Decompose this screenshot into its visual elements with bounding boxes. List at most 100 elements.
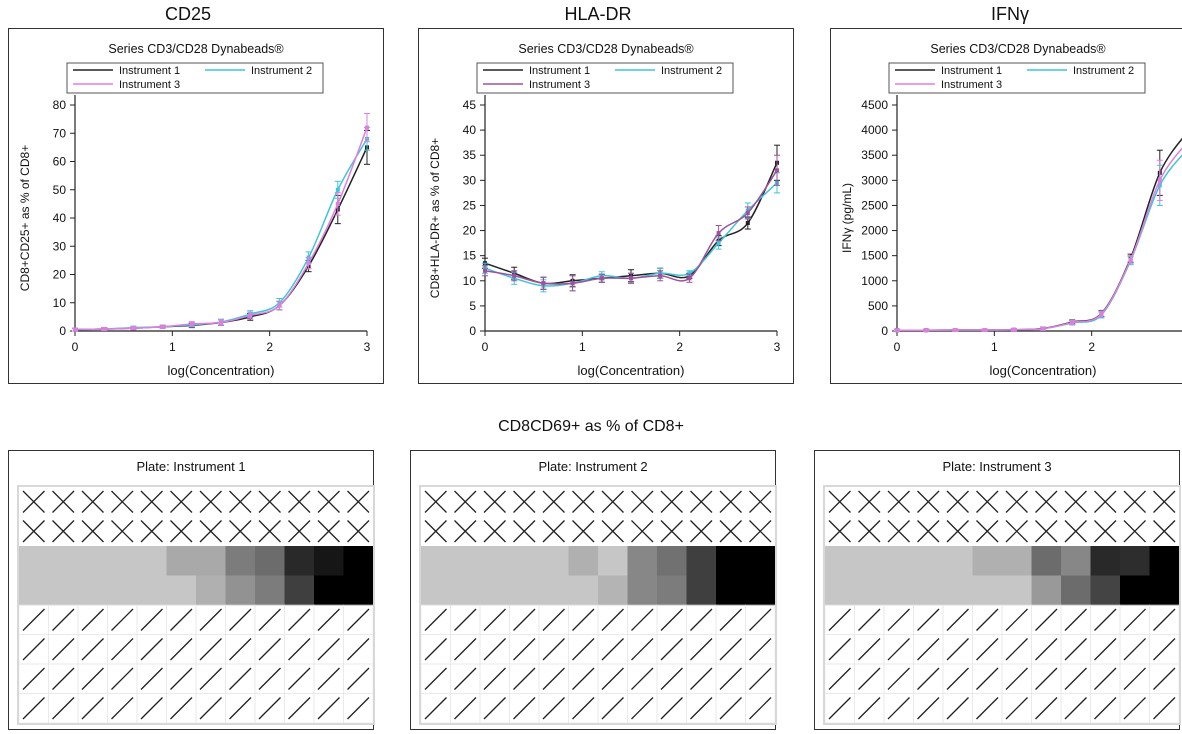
- well-slash-mark: [597, 604, 628, 635]
- well-cell: [450, 546, 481, 576]
- data-point: [189, 321, 194, 326]
- data-point: [512, 273, 517, 278]
- well-cell: [284, 575, 315, 606]
- well-slash-mark: [1090, 693, 1121, 723]
- well-x-mark: [81, 520, 104, 543]
- chart-svg: Series CD3/CD28 Dynabeads® Instrument 1 In…: [428, 42, 781, 378]
- well-slash-mark: [195, 634, 226, 665]
- data-point: [160, 324, 165, 329]
- data-point: [335, 201, 340, 206]
- well-cell: [1149, 575, 1179, 606]
- x-tick-label: 0: [482, 340, 489, 354]
- plate-grid: [17, 485, 375, 725]
- well-cell: [972, 575, 1003, 606]
- well-x-mark: [749, 490, 772, 513]
- well-x-mark: [140, 490, 163, 513]
- well-slash-mark: [1001, 604, 1032, 635]
- well-slash-mark: [1001, 663, 1032, 694]
- well-slash-mark: [1149, 693, 1179, 723]
- well-x-mark: [454, 520, 477, 543]
- well-slash-mark: [77, 604, 108, 635]
- well-slash-mark: [313, 634, 344, 665]
- well-slash-mark: [107, 663, 138, 694]
- well-slash-mark: [343, 604, 373, 635]
- well-slash-mark: [509, 693, 540, 723]
- well-slash-mark: [568, 663, 599, 694]
- well-x-mark: [483, 490, 506, 513]
- chart-legend: Instrument 1 Instrument 2 Instrument 3: [476, 62, 734, 94]
- well-slash-mark: [313, 663, 344, 694]
- y-tick-label: 30: [463, 173, 477, 187]
- chart-legend: Instrument 1 Instrument 2 Instrument 3: [66, 62, 324, 94]
- chart-panel-ifng: Series CD3/CD28 Dynabeads® Instrument 1 In…: [830, 28, 1182, 384]
- well-x-mark: [660, 490, 683, 513]
- well-slash-mark: [1031, 663, 1062, 694]
- data-point: [953, 327, 958, 332]
- x-tick-label: 1: [579, 340, 586, 354]
- well-slash-mark: [479, 663, 510, 694]
- well-cell: [972, 546, 1003, 576]
- well-cell: [107, 575, 138, 606]
- legend-entry: Instrument 2: [1073, 65, 1134, 77]
- plate-title: Plate: Instrument 3: [942, 459, 1052, 474]
- y-tick-label: 15: [463, 249, 477, 263]
- well-slash-mark: [284, 663, 315, 694]
- y-tick-label: 50: [53, 183, 67, 197]
- well-cell: [716, 546, 746, 576]
- data-point: [687, 276, 692, 281]
- chart-title-hla-dr: HLA-DR: [564, 4, 632, 24]
- well-x-mark: [288, 520, 311, 543]
- well-x-mark: [229, 490, 252, 513]
- well-slash-mark: [913, 604, 944, 635]
- well-slash-mark: [1031, 604, 1062, 635]
- well-slash-mark: [48, 634, 79, 665]
- well-cell: [421, 546, 451, 576]
- well-cell: [166, 575, 197, 606]
- well-slash-mark: [48, 693, 79, 723]
- well-slash-mark: [715, 693, 746, 723]
- well-slash-mark: [136, 693, 167, 723]
- data-point: [716, 241, 721, 246]
- well-slash-mark: [568, 634, 599, 665]
- well-cell: [450, 575, 481, 606]
- well-cell: [255, 546, 285, 576]
- data-point: [1011, 327, 1016, 332]
- well-x-mark: [1094, 490, 1117, 513]
- legend-entry: Instrument 1: [529, 65, 590, 77]
- well-cell: [1090, 546, 1121, 576]
- legend-entry: Instrument 2: [661, 65, 722, 77]
- well-slash-mark: [913, 634, 944, 665]
- x-axis-label: log(Concentration): [990, 363, 1097, 378]
- y-tick-label: 500: [868, 299, 888, 313]
- series-line: [896, 154, 1182, 332]
- well-slash-mark: [686, 663, 717, 694]
- y-tick-label: 70: [53, 126, 67, 140]
- well-cell: [1090, 575, 1121, 606]
- well-slash-mark: [538, 634, 569, 665]
- well-slash-mark: [313, 604, 344, 635]
- well-slash-mark: [825, 634, 855, 665]
- well-slash-mark: [745, 634, 775, 665]
- well-slash-mark: [627, 693, 658, 723]
- well-x-mark: [572, 490, 595, 513]
- well-slash-mark: [254, 693, 285, 723]
- well-slash-mark: [107, 634, 138, 665]
- well-slash-mark: [136, 663, 167, 694]
- well-cell: [657, 546, 687, 576]
- well-slash-mark: [1119, 604, 1150, 635]
- chart-subtitle: Series CD3/CD28 Dynabeads®: [518, 42, 694, 56]
- well-x-mark: [1153, 490, 1176, 513]
- well-slash-mark: [313, 693, 344, 723]
- well-cell: [255, 575, 285, 606]
- well-slash-mark: [19, 604, 49, 635]
- series-line: [896, 137, 1182, 332]
- well-slash-mark: [195, 604, 226, 635]
- x-axis-label: log(Concentration): [578, 363, 685, 378]
- well-slash-mark: [225, 693, 256, 723]
- y-tick-label: 1000: [861, 274, 888, 288]
- well-slash-mark: [19, 634, 49, 665]
- well-x-mark: [1005, 490, 1028, 513]
- well-x-mark: [258, 520, 281, 543]
- x-tick-label: 2: [266, 340, 273, 354]
- y-tick-label: 3500: [861, 148, 888, 162]
